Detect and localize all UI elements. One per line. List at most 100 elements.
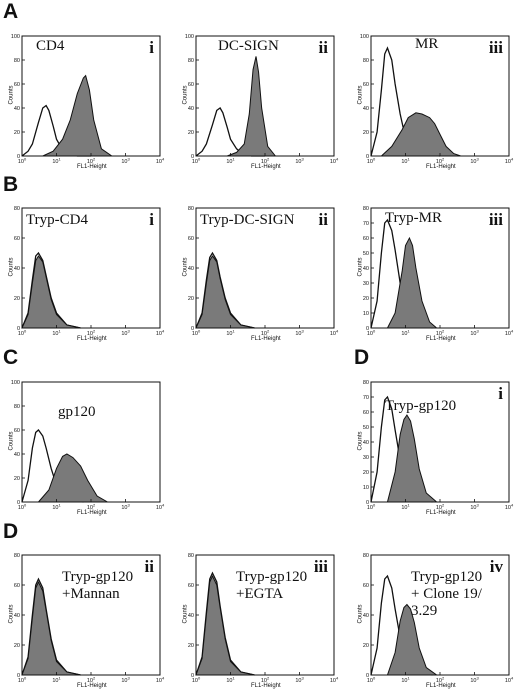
x-tick-label: 102 (261, 676, 270, 685)
histogram-svg: 0 20 40 60 80 100 101 102 103 104 (14, 553, 165, 684)
x-tick-label: 100 (367, 157, 376, 166)
histogram-series-filled (386, 236, 439, 329)
y-tick-label: 60 (14, 583, 20, 589)
x-tick-label: 103 (470, 157, 479, 166)
y-tick-label: 60 (188, 236, 194, 242)
y-tick-label: 60 (188, 82, 194, 88)
x-tick-label: 103 (295, 329, 304, 338)
histogram-panel-b-i: 0 20 40 60 80 100 101 102 103 104 Counts FL1-Height… (9, 206, 165, 342)
marker-label: Tryp-gp120 (385, 398, 457, 414)
panel-numeral: ii (318, 210, 328, 229)
x-tick-label: 100 (18, 676, 27, 685)
marker-label: DC-SIGN (218, 38, 279, 54)
marker-label: MR (415, 36, 439, 52)
y-axis-label: Counts (182, 257, 189, 277)
y-tick-label: 40 (188, 106, 194, 112)
x-tick-label: 104 (156, 329, 165, 338)
histogram-series-filled (380, 112, 461, 157)
x-axis-label: FL1-Height (426, 510, 456, 516)
x-tick-label: 103 (295, 676, 304, 685)
y-tick-label: 40 (363, 106, 369, 112)
y-tick-label: 80 (363, 58, 369, 64)
y-tick-label: 60 (14, 236, 20, 242)
x-tick-label: 103 (470, 503, 479, 512)
histogram-svg: 0 20 40 60 80 100 101 102 103 104 (188, 206, 339, 337)
y-tick-label: 60 (363, 583, 369, 589)
x-tick-label: 100 (367, 676, 376, 685)
section-letter-a: A (3, 0, 19, 23)
y-tick-label: 60 (363, 236, 369, 242)
y-tick-label: 20 (188, 643, 194, 649)
y-axis-label: Counts (8, 85, 15, 105)
x-tick-label: 104 (505, 503, 514, 512)
histogram-series-filled (21, 580, 81, 676)
y-tick-label: 20 (188, 296, 194, 302)
histogram-series-filled (42, 74, 114, 157)
x-tick-label: 104 (156, 503, 165, 512)
histogram-svg: 0 20 40 60 80 100 100 101 102 103 104 (11, 380, 165, 511)
x-tick-label: 104 (330, 329, 339, 338)
x-tick-label: 101 (401, 157, 410, 166)
panel-numeral: iii (488, 210, 503, 229)
histogram-series-filled (226, 56, 277, 157)
marker-label: Tryp-CD4 (26, 212, 88, 228)
marker-label: CD4 (36, 38, 65, 54)
marker-label: Tryp-DC-SIGN (200, 212, 295, 228)
x-tick-label: 101 (52, 157, 61, 166)
histogram-panel-a-ii: 0 20 40 60 80 100 100 101 102 103 104 Counts FL1-Hei… (183, 34, 339, 170)
y-tick-label: 60 (363, 410, 369, 416)
x-tick-label: 102 (261, 157, 270, 166)
histogram-series-filled (195, 255, 255, 329)
y-tick-label: 50 (363, 425, 369, 431)
histogram-svg: 0 20 40 60 80 100 100 101 102 103 104 (360, 34, 514, 165)
x-tick-label: 100 (367, 329, 376, 338)
y-tick-label: 40 (363, 440, 369, 446)
y-tick-label: 30 (363, 455, 369, 461)
x-axis-label: FL1-Height (77, 336, 107, 342)
y-tick-label: 0 (17, 326, 20, 332)
x-axis-label: FL1-Height (426, 164, 456, 170)
marker-label: Tryp-gp120 +Mannan (62, 569, 134, 602)
y-tick-label: 0 (17, 154, 20, 160)
x-tick-label: 100 (192, 157, 201, 166)
x-tick-label: 103 (121, 329, 130, 338)
y-axis-label: Counts (357, 85, 364, 105)
y-tick-label: 20 (14, 476, 20, 482)
section-letter-c: C (3, 346, 19, 369)
section-letter-d-top: D (354, 346, 370, 369)
y-tick-label: 50 (363, 251, 369, 257)
y-tick-label: 40 (188, 266, 194, 272)
x-tick-label: 102 (261, 329, 270, 338)
x-tick-label: 102 (436, 329, 445, 338)
y-tick-label: 80 (188, 206, 194, 212)
y-tick-label: 20 (363, 130, 369, 136)
x-axis-label: FL1-Height (77, 510, 107, 516)
y-axis-label: Counts (357, 604, 364, 624)
x-tick-label: 101 (401, 503, 410, 512)
x-tick-label: 101 (401, 676, 410, 685)
x-tick-label: 101 (52, 503, 61, 512)
y-tick-label: 80 (14, 404, 20, 410)
histogram-svg: 0 20 40 60 80 100 100 101 102 103 104 (185, 34, 339, 165)
x-axis-label: FL1-Height (251, 164, 281, 170)
y-axis-label: Counts (8, 257, 15, 277)
x-axis-label: FL1-Height (426, 336, 456, 342)
histogram-svg: 0 20 40 60 80 100 100 101 102 103 104 (11, 34, 165, 165)
panel-numeral: ii (318, 38, 328, 57)
y-tick-label: 0 (191, 673, 194, 679)
histogram-panel-a-i: 0 20 40 60 80 100 100 101 102 103 104 Counts FL1-Hei… (9, 34, 165, 170)
y-tick-label: 20 (363, 643, 369, 649)
x-tick-label: 101 (52, 676, 61, 685)
section-letter-d-bottom: D (3, 520, 19, 543)
x-tick-label: 102 (87, 503, 96, 512)
x-tick-label: 100 (192, 329, 201, 338)
y-tick-label: 20 (14, 130, 20, 136)
x-tick-label: 103 (295, 157, 304, 166)
y-tick-label: 80 (363, 206, 369, 212)
y-tick-label: 10 (363, 311, 369, 317)
histogram-svg: 0 20 40 60 80 100 101 102 103 104 (14, 206, 165, 337)
section-letter-b: B (3, 173, 19, 196)
x-tick-label: 103 (470, 676, 479, 685)
y-tick-label: 40 (363, 613, 369, 619)
y-tick-label: 0 (191, 326, 194, 332)
